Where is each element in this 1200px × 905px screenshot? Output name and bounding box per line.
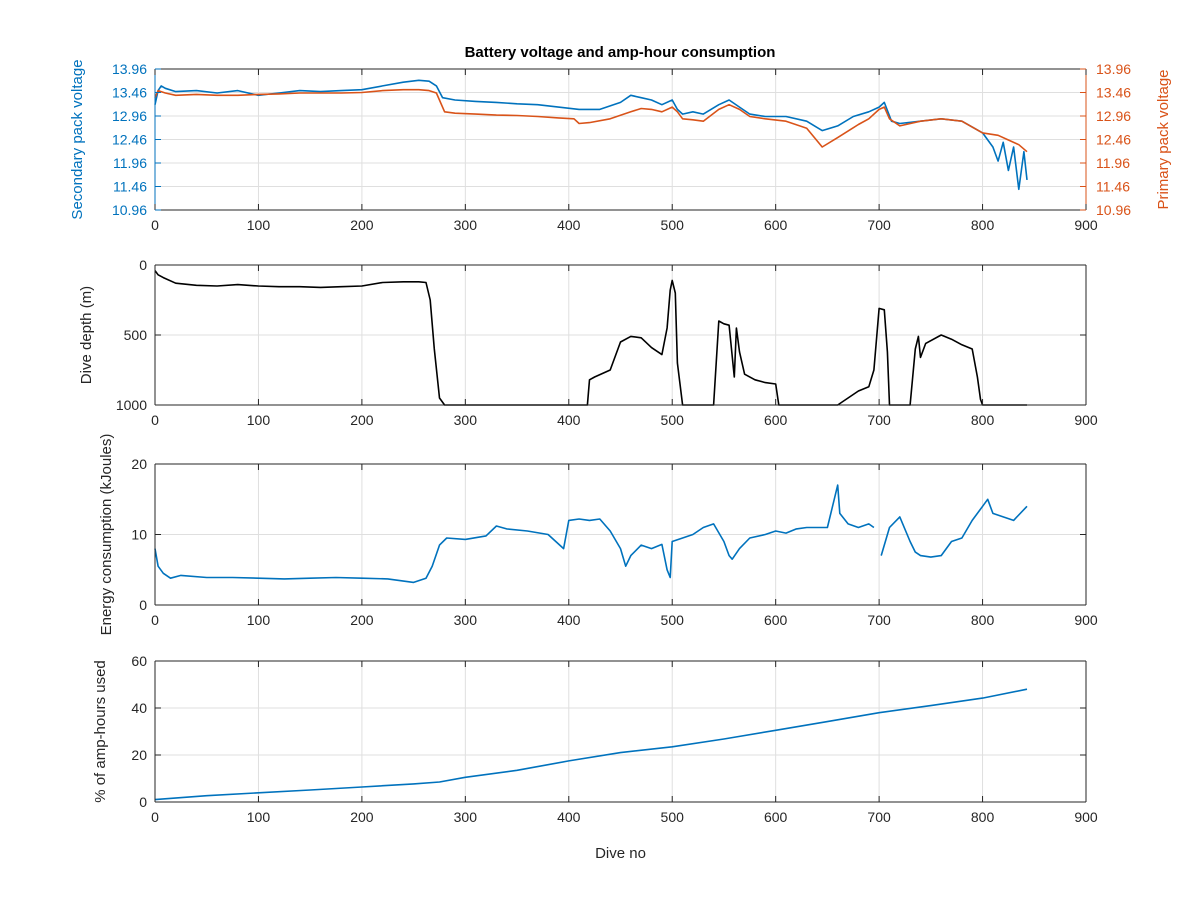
- x-tick-label: 800: [971, 809, 995, 825]
- y-tick-label: 40: [131, 700, 147, 716]
- x-tick-label: 300: [454, 809, 478, 825]
- y-tick-label-right: 11.96: [1096, 155, 1130, 171]
- x-tick-label: 700: [867, 217, 891, 233]
- y-axis-title: % of amp-hours used: [92, 660, 109, 803]
- x-tick-label: 600: [764, 217, 788, 233]
- y-tick-label: 0: [139, 257, 147, 273]
- x-tick-label: 0: [151, 217, 159, 233]
- x-tick-label: 100: [247, 217, 271, 233]
- y-tick-label: 11.46: [113, 179, 147, 195]
- y-tick-label: 1000: [116, 397, 147, 413]
- series-line-1: [154, 484, 1028, 584]
- y-axis-title: Energy consumption (kJoules): [98, 434, 115, 636]
- y-tick-label: 20: [131, 456, 147, 472]
- x-tick-label: 800: [971, 412, 995, 428]
- y-tick-label: 13.46: [112, 85, 147, 101]
- x-tick-label: 800: [971, 612, 995, 628]
- x-tick-label: 300: [454, 612, 478, 628]
- x-axis-title: Dive no: [595, 845, 646, 862]
- y-tick-label: 12.96: [112, 108, 147, 124]
- y-tick-label: 0: [139, 794, 147, 810]
- y-tick-label-right: 12.46: [1096, 132, 1131, 148]
- y-tick-label-right: 13.46: [1096, 85, 1131, 101]
- x-tick-label: 900: [1074, 612, 1098, 628]
- x-tick-label: 100: [247, 809, 271, 825]
- x-tick-label: 600: [764, 612, 788, 628]
- y-tick-label: 500: [124, 327, 148, 343]
- y-tick-label: 20: [131, 747, 147, 763]
- plot-area: [155, 661, 1086, 802]
- y-axis-title-left: Secondary pack voltage: [69, 59, 86, 219]
- x-tick-label: 400: [557, 612, 581, 628]
- x-tick-label: 300: [454, 217, 478, 233]
- y-tick-label-right: 12.96: [1096, 108, 1131, 124]
- x-tick-label: 200: [350, 217, 374, 233]
- x-tick-label: 200: [350, 612, 374, 628]
- x-tick-label: 500: [661, 612, 685, 628]
- panel-3: [154, 463, 1087, 606]
- x-tick-label: 800: [971, 217, 995, 233]
- x-tick-label: 900: [1074, 217, 1098, 233]
- y-tick-label: 0: [139, 597, 147, 613]
- panel-2: [154, 264, 1087, 406]
- x-tick-label: 500: [661, 217, 685, 233]
- x-tick-label: 700: [867, 612, 891, 628]
- x-tick-label: 600: [764, 809, 788, 825]
- x-tick-label: 900: [1074, 412, 1098, 428]
- x-tick-label: 700: [867, 412, 891, 428]
- x-tick-label: 500: [661, 412, 685, 428]
- x-tick-label: 200: [350, 809, 374, 825]
- y-tick-label: 11.96: [113, 155, 147, 171]
- y-tick-label: 10.96: [112, 202, 147, 218]
- figure-title: Battery voltage and amp-hour consumption: [465, 44, 776, 61]
- panel-4: [154, 660, 1087, 803]
- x-tick-label: 900: [1074, 809, 1098, 825]
- x-tick-label: 700: [867, 809, 891, 825]
- y-tick-label-right: 13.96: [1096, 61, 1131, 77]
- y-axis-title: Dive depth (m): [78, 286, 95, 384]
- series-line-2: [154, 88, 1028, 153]
- series-line-1: [154, 688, 1028, 801]
- x-tick-label: 0: [151, 809, 159, 825]
- y-axis-title-right: Primary pack voltage: [1155, 69, 1172, 209]
- x-tick-label: 400: [557, 217, 581, 233]
- x-tick-label: 500: [661, 809, 685, 825]
- x-tick-label: 100: [247, 612, 271, 628]
- x-tick-label: 100: [247, 412, 271, 428]
- y-tick-label: 12.46: [112, 132, 147, 148]
- x-tick-label: 400: [557, 412, 581, 428]
- x-tick-label: 600: [764, 412, 788, 428]
- x-tick-label: 400: [557, 809, 581, 825]
- x-tick-label: 0: [151, 612, 159, 628]
- x-tick-label: 0: [151, 412, 159, 428]
- panel-1: [154, 68, 1087, 211]
- y-tick-label: 13.96: [112, 61, 147, 77]
- y-tick-label: 10: [131, 527, 147, 543]
- x-tick-label: 200: [350, 412, 374, 428]
- y-tick-label-right: 11.46: [1096, 179, 1130, 195]
- x-tick-label: 300: [454, 412, 478, 428]
- y-tick-label: 60: [131, 653, 147, 669]
- y-tick-label-right: 10.96: [1096, 202, 1131, 218]
